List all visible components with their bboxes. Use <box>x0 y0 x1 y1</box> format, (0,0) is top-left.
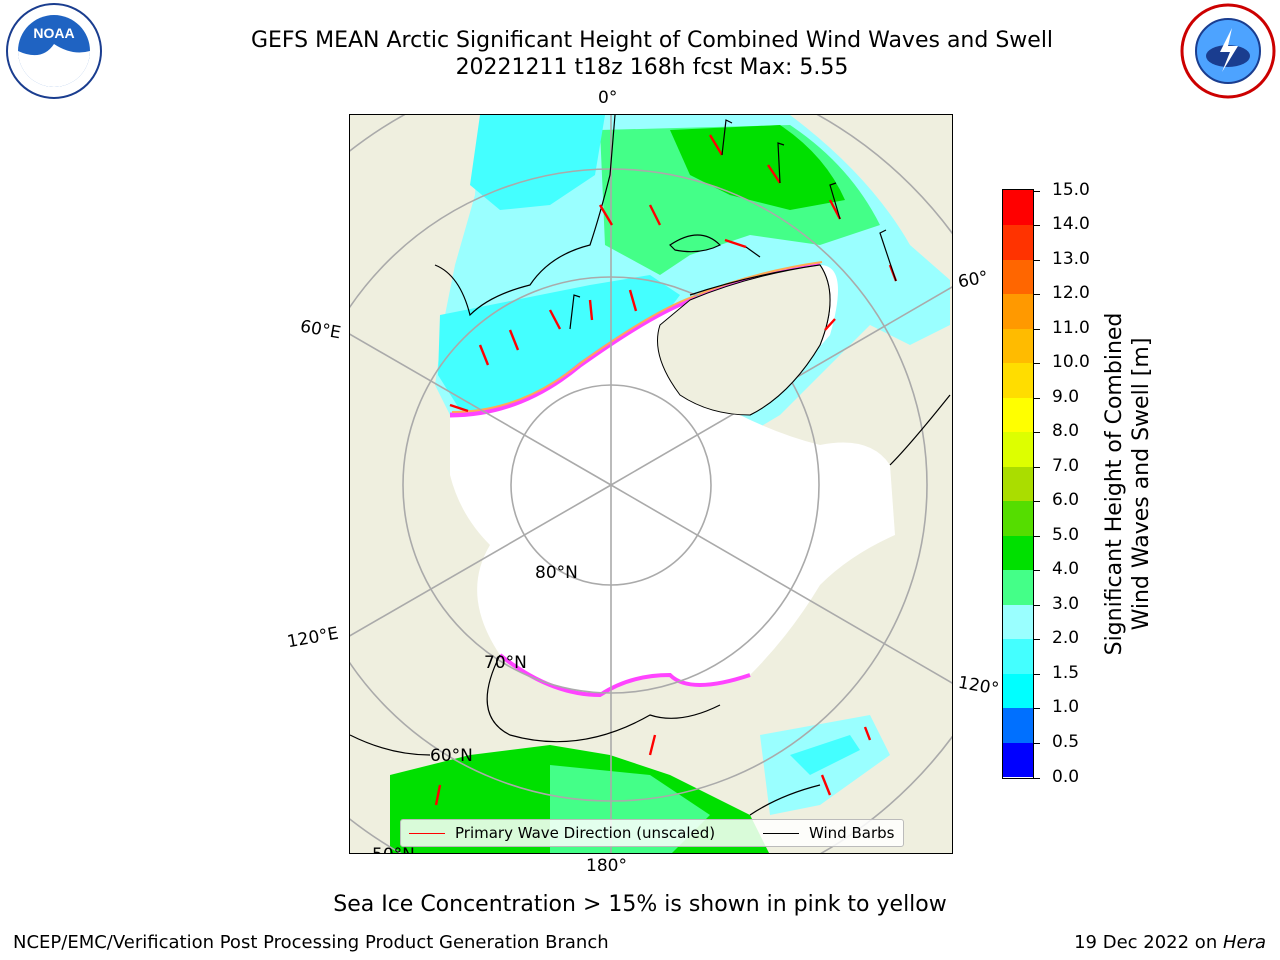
colorbar-segment <box>1003 190 1033 225</box>
colorbar-tick <box>1034 466 1040 468</box>
legend-wind-barbs: Wind Barbs <box>763 824 894 842</box>
colorbar-tick-label: 4.0 <box>1052 559 1080 580</box>
colorbar-segment <box>1003 431 1033 467</box>
colorbar-tick-label: 9.0 <box>1052 386 1080 407</box>
colorbar-tick <box>1034 363 1040 365</box>
colorbar-tick <box>1034 225 1040 227</box>
map-panel: 80°N 70°N 60°N 50°N Primary Wave Directi… <box>349 114 953 854</box>
colorbar-tick-label: 3.0 <box>1052 593 1080 614</box>
colorbar-tick-label: 8.0 <box>1052 421 1080 442</box>
credit-right: 19 Dec 2022 on Hera <box>1074 932 1266 953</box>
sea-ice-caption: Sea Ice Concentration > 15% is shown in … <box>333 892 947 917</box>
colorbar-tick-label: 2.0 <box>1052 628 1080 649</box>
colorbar-tick-label: 10.0 <box>1052 352 1090 373</box>
lon-label-180: 180° <box>586 856 627 876</box>
colorbar-tick <box>1034 259 1040 261</box>
noaa-logo: NOAA <box>6 3 102 99</box>
credit-date: 19 Dec 2022 on <box>1074 932 1223 953</box>
lon-label-60e: 60°E <box>298 316 343 344</box>
colorbar-segment <box>1003 707 1033 743</box>
colorbar-segment <box>1003 638 1033 674</box>
lon-label-0: 0° <box>598 88 618 108</box>
colorbar-tick <box>1034 604 1040 606</box>
colorbar-segment <box>1003 569 1033 605</box>
wind-barbs <box>569 119 897 330</box>
colorbar-tick-label: 13.0 <box>1052 248 1090 269</box>
colorbar-tick-label: 7.0 <box>1052 455 1080 476</box>
colorbar-segment <box>1003 362 1033 398</box>
colorbar-tick <box>1034 570 1040 572</box>
colorbar-label-line1: Significant Height of Combined <box>1102 312 1127 656</box>
colorbar-segment <box>1003 259 1033 295</box>
nws-logo <box>1180 3 1276 99</box>
colorbar-tick <box>1034 294 1040 296</box>
colorbar-tick <box>1034 708 1040 710</box>
colorbar-tick <box>1034 190 1040 192</box>
colorbar-tick-label: 14.0 <box>1052 214 1090 235</box>
colorbar-tick <box>1034 397 1040 399</box>
lon-label-120w: 120°W <box>956 672 1000 700</box>
lat-label-60n: 60°N <box>430 746 473 766</box>
legend-primary-swatch <box>409 832 445 834</box>
colorbar <box>1002 189 1034 779</box>
lat-label-80n: 80°N <box>535 563 578 583</box>
credit-left: NCEP/EMC/Verification Post Processing Pr… <box>13 932 609 953</box>
lon-label-120e: 120°E <box>285 623 341 653</box>
legend-barb-label: Wind Barbs <box>809 824 895 842</box>
colorbar-tick <box>1034 535 1040 537</box>
colorbar-segment <box>1003 673 1033 709</box>
colorbar-segment <box>1003 328 1033 364</box>
colorbar-tick-label: 12.0 <box>1052 283 1090 304</box>
colorbar-label-line2: Wind Waves and Swell [m] <box>1129 337 1154 631</box>
greenland <box>657 264 831 416</box>
colorbar-tick-label: 11.0 <box>1052 317 1090 338</box>
chart-title: GEFS MEAN Arctic Significant Height of C… <box>250 28 1054 53</box>
legend-primary-label: Primary Wave Direction (unscaled) <box>455 824 716 842</box>
credit-host: Hera <box>1222 932 1266 953</box>
colorbar-segment <box>1003 293 1033 329</box>
polar-map <box>350 115 952 853</box>
colorbar-segment <box>1003 224 1033 260</box>
colorbar-segment <box>1003 535 1033 571</box>
colorbar-segment <box>1003 742 1033 778</box>
colorbar-tick <box>1034 432 1040 434</box>
colorbar-tick <box>1034 777 1040 779</box>
colorbar-tick-label: 5.0 <box>1052 524 1080 545</box>
colorbar-tick-label: 6.0 <box>1052 490 1080 511</box>
colorbar-tick-label: 0.0 <box>1052 766 1080 787</box>
map-legend: Primary Wave Direction (unscaled) Wind B… <box>400 819 904 847</box>
colorbar-tick <box>1034 742 1040 744</box>
colorbar-tick-label: 15.0 <box>1052 179 1090 200</box>
colorbar-tick <box>1034 328 1040 330</box>
noaa-logo-text: NOAA <box>33 25 74 41</box>
green-dark <box>670 125 845 210</box>
wave-arrows <box>434 134 898 806</box>
colorbar-tick <box>1034 501 1040 503</box>
colorbar-label: Significant Height of Combined Wind Wave… <box>1101 313 1155 656</box>
colorbar-tick <box>1034 673 1040 675</box>
colorbar-segment <box>1003 604 1033 640</box>
colorbar-tick-label: 0.5 <box>1052 731 1080 752</box>
colorbar-tick-label: 1.5 <box>1052 662 1080 683</box>
lat-label-70n: 70°N <box>484 653 527 673</box>
colorbar-segment <box>1003 466 1033 502</box>
lat-label-50n: 50°N <box>372 845 415 853</box>
chart-subtitle: 20221211 t18z 168h fcst Max: 5.55 <box>455 55 849 80</box>
colorbar-segment <box>1003 500 1033 536</box>
colorbar-tick <box>1034 639 1040 641</box>
lon-label-60w: 60°W <box>956 267 990 293</box>
legend-barb-swatch <box>763 832 799 834</box>
colorbar-segment <box>1003 397 1033 433</box>
north-sea-cyan <box>470 115 605 210</box>
colorbar-tick-label: 1.0 <box>1052 697 1080 718</box>
legend-primary-wave: Primary Wave Direction (unscaled) <box>409 824 715 842</box>
